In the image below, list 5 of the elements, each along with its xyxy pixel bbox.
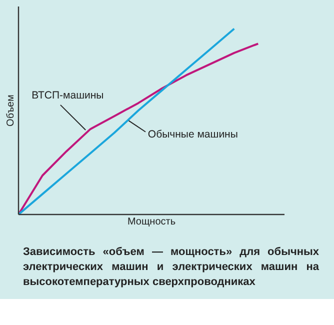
x-axis-title: Мощность [127,216,176,228]
series-label: Обычные машины [148,128,238,141]
text: Зависимость «объем — мощность» для обычных электрических машин и электрических машин на высокотемпературных сверхпроводниках [23,245,319,290]
series-label: ВТСП-машины [32,90,104,102]
y-axis-title: Объем [6,94,16,126]
